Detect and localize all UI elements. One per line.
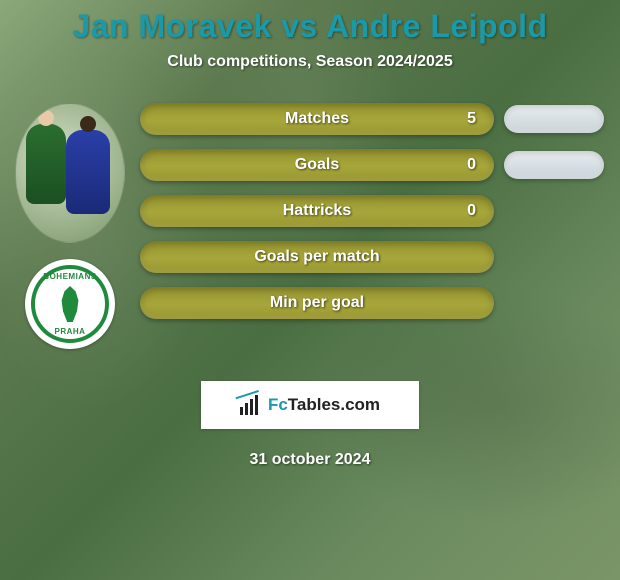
stat-value: 5 (467, 110, 476, 128)
player-photo (15, 103, 125, 243)
stat-value: 0 (467, 202, 476, 220)
stat-label: Goals per match (254, 248, 379, 266)
brand-badge: FcTables.com (201, 381, 419, 429)
crest-ring: BOHEMIANS PRAHA (31, 265, 109, 343)
stat-row-goals: Goals 0 (140, 149, 604, 181)
stat-bar-hattricks: Hattricks 0 (140, 195, 494, 227)
stat-label: Min per goal (270, 294, 364, 312)
stat-label: Goals (295, 156, 339, 174)
photo-figure-blue (66, 130, 110, 214)
main-row: BOHEMIANS PRAHA Matches 5 Goals 0 (0, 103, 620, 349)
brand-chart-icon (240, 395, 262, 415)
photo-figure-green (26, 124, 66, 204)
club-crest: BOHEMIANS PRAHA (25, 259, 115, 349)
subtitle: Club competitions, Season 2024/2025 (0, 53, 620, 71)
brand-text: FcTables.com (268, 395, 380, 415)
stat-row-matches: Matches 5 (140, 103, 604, 135)
content-root: Jan Moravek vs Andre Leipold Club compet… (0, 0, 620, 580)
stat-bar-mpg: Min per goal (140, 287, 494, 319)
stat-row-gpm: Goals per match (140, 241, 604, 273)
comparison-pill (504, 105, 604, 133)
stat-bar-matches: Matches 5 (140, 103, 494, 135)
date-text: 31 october 2024 (0, 451, 620, 469)
crest-kangaroo-icon (56, 286, 84, 322)
stat-bar-goals: Goals 0 (140, 149, 494, 181)
crest-text-top: BOHEMIANS (43, 272, 96, 281)
left-column: BOHEMIANS PRAHA (10, 103, 130, 349)
crest-text-bottom: PRAHA (55, 327, 86, 336)
stat-label: Hattricks (283, 202, 351, 220)
page-title: Jan Moravek vs Andre Leipold (0, 0, 620, 45)
stat-row-mpg: Min per goal (140, 287, 604, 319)
stat-row-hattricks: Hattricks 0 (140, 195, 604, 227)
stat-bar-gpm: Goals per match (140, 241, 494, 273)
stats-column: Matches 5 Goals 0 Hattricks 0 (130, 103, 610, 349)
stat-label: Matches (285, 110, 349, 128)
comparison-pill (504, 151, 604, 179)
brand-prefix: Fc (268, 395, 288, 414)
brand-suffix: Tables.com (288, 395, 380, 414)
stat-value: 0 (467, 156, 476, 174)
